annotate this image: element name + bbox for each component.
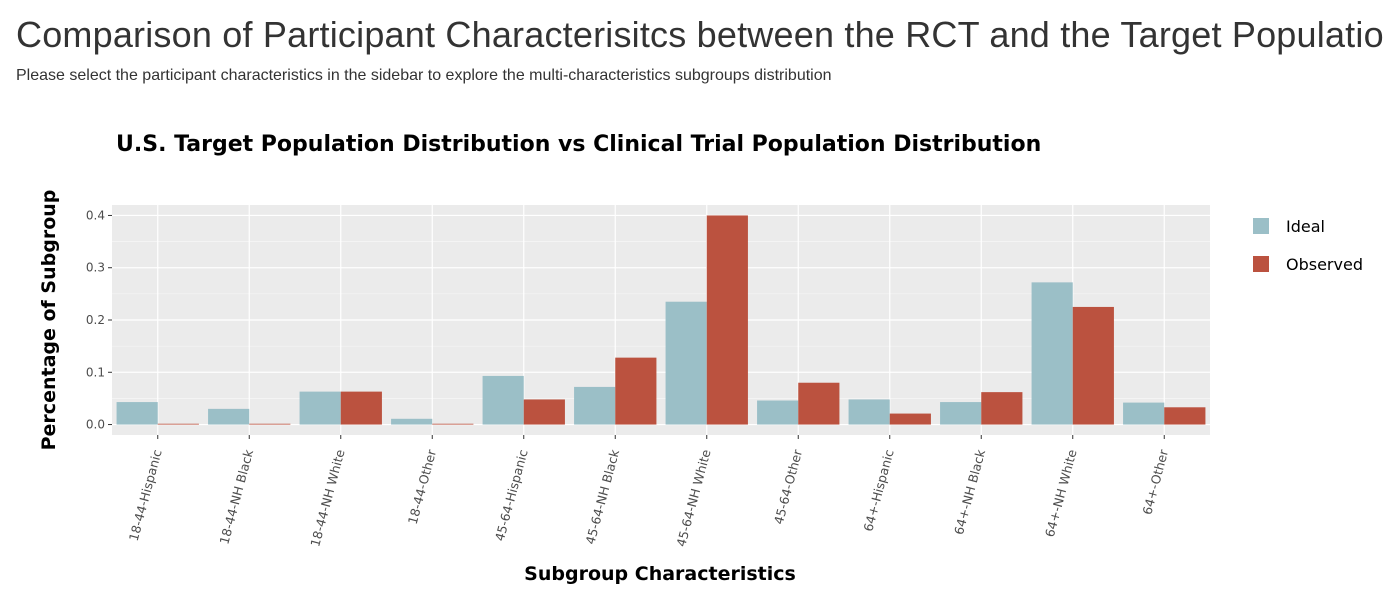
bar-ideal-18-44-other (391, 418, 433, 425)
x-tick-label: 45-64-Other (771, 447, 806, 526)
page-title: Comparison of Participant Characterisitc… (16, 14, 1384, 55)
y-tick-label: 0.2 (86, 313, 105, 327)
bar-observed-64-nh-white (1072, 306, 1114, 425)
x-tick-label: 18-44-NH White (307, 448, 347, 549)
bar-ideal-45-64-hispanic (482, 375, 524, 425)
x-axis: 18-44-Hispanic 18-44-NH Black 18-44-NH Whi… (126, 435, 1171, 549)
bar-ideal-45-64-nh-white (665, 301, 707, 425)
bar-ideal-45-64-nh-black (574, 386, 616, 425)
y-tick-label: 0.0 (86, 418, 105, 432)
y-axis: 0.0 0.1 0.2 0.3 0.4 (86, 208, 112, 432)
legend-key-ideal (1253, 218, 1269, 234)
legend-label-observed: Observed (1286, 255, 1363, 274)
bar-ideal-64-hispanic (848, 399, 890, 425)
bar-observed-18-44-nh-white (340, 391, 382, 425)
x-tick-label: 64+-NH Black (951, 447, 988, 536)
y-axis-label: Percentage of Subgroup (38, 190, 60, 451)
x-tick-label: 18-44-NH Black (216, 447, 256, 546)
page-subtitle: Please select the participant characteri… (16, 67, 832, 84)
legend-label-ideal: Ideal (1286, 217, 1325, 236)
y-tick-label: 0.4 (86, 208, 105, 222)
bar-ideal-18-44-hispanic (116, 402, 158, 425)
bar-ideal-64-nh-black (940, 402, 982, 425)
x-tick-label: 18-44-Other (405, 447, 440, 526)
bar-ideal-18-44-nh-white (299, 391, 341, 425)
bar-observed-45-64-other (798, 382, 840, 425)
bar-ideal-64-nh-white (1031, 282, 1073, 425)
bar-observed-64-nh-black (981, 392, 1023, 425)
bar-observed-45-64-nh-black (615, 357, 657, 425)
x-tick-label: 45-64-Hispanic (492, 448, 531, 543)
bar-observed-18-44-nh-black (249, 423, 291, 425)
y-tick-label: 0.3 (86, 261, 105, 275)
chart-title: U.S. Target Population Distribution vs C… (116, 132, 1041, 157)
bar-ideal-64-other (1123, 402, 1165, 425)
bar-observed-45-64-nh-white (706, 215, 748, 425)
y-tick-label: 0.1 (86, 365, 105, 379)
bar-ideal-18-44-nh-black (208, 408, 250, 425)
bar-ideal-45-64-other (757, 400, 799, 425)
x-tick-label: 18-44-Hispanic (126, 448, 165, 543)
bar-observed-45-64-hispanic (523, 399, 565, 425)
legend: Ideal Observed (1253, 217, 1363, 274)
legend-key-observed (1253, 256, 1269, 272)
bar-observed-18-44-hispanic (157, 423, 199, 425)
x-tick-label: 64+-NH White (1042, 448, 1080, 539)
x-tick-label: 45-64-NH White (673, 448, 713, 549)
x-tick-label: 64+-Other (1139, 447, 1171, 516)
bar-observed-64-hispanic (889, 413, 931, 425)
bar-observed-18-44-other (432, 423, 474, 425)
x-tick-label: 45-64-NH Black (582, 447, 622, 546)
x-tick-label: 64+-Hispanic (860, 448, 896, 533)
bar-observed-64-other (1164, 407, 1206, 425)
x-axis-label: Subgroup Characteristics (524, 563, 796, 585)
bars (116, 215, 1206, 425)
